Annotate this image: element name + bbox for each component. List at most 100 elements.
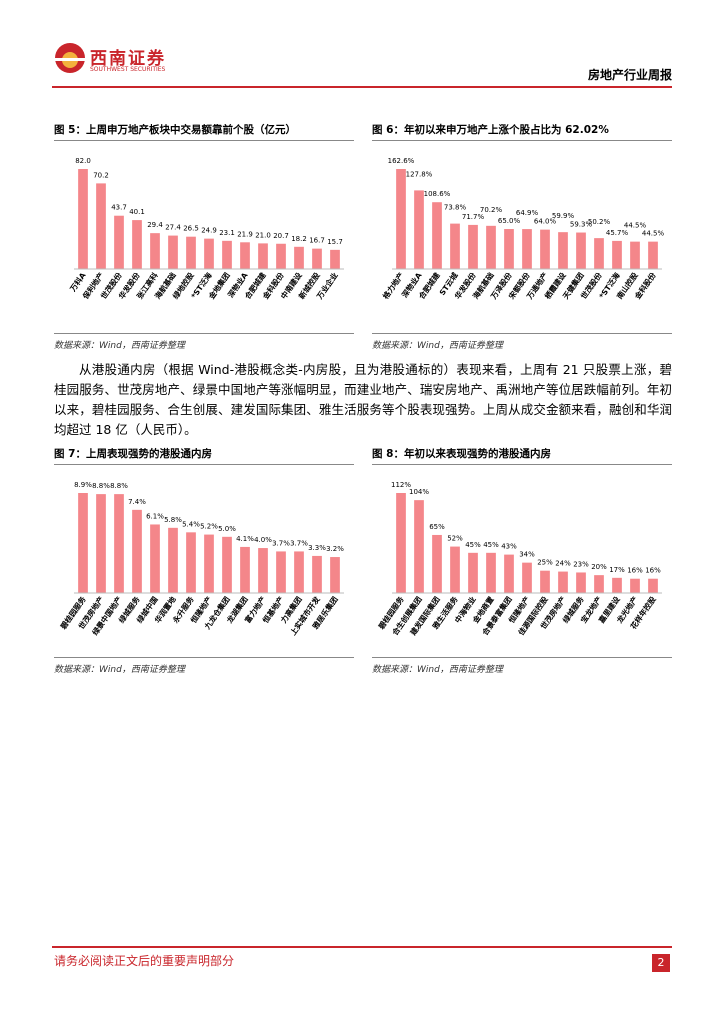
value-label: 44.5% bbox=[624, 222, 647, 230]
bar bbox=[78, 493, 88, 593]
bar bbox=[594, 575, 604, 593]
value-label: 4.1% bbox=[236, 535, 254, 543]
bar bbox=[222, 536, 232, 593]
value-label: 45% bbox=[483, 541, 499, 549]
value-label: 29.4 bbox=[147, 221, 163, 229]
bar bbox=[168, 527, 178, 593]
bar bbox=[258, 548, 268, 593]
bar bbox=[522, 229, 532, 269]
bar bbox=[558, 232, 568, 269]
bar bbox=[96, 494, 106, 593]
value-label: 50.2% bbox=[588, 218, 611, 226]
bar bbox=[576, 572, 586, 593]
figure-title: 图 8：年初以来表现强势的港股通内房 bbox=[372, 446, 672, 465]
value-label: 26.5 bbox=[183, 225, 199, 233]
chart: 82.0万科A70.2保利地产43.7世茂股份40.1华发股份29.4张江高科2… bbox=[67, 157, 344, 302]
bar bbox=[222, 240, 232, 269]
value-label: 45.7% bbox=[606, 229, 629, 237]
bar bbox=[648, 241, 658, 269]
bar bbox=[204, 534, 214, 593]
value-label: 52% bbox=[447, 535, 463, 543]
bar bbox=[630, 241, 640, 269]
value-label: 70.2 bbox=[93, 171, 109, 179]
chart: 8.9%碧桂园服务8.8%世茂房地产8.8%绿景中国地产7.4%绿城服务6.1%… bbox=[57, 481, 344, 637]
value-label: 44.5% bbox=[642, 230, 665, 238]
bar bbox=[396, 169, 406, 269]
value-label: 15.7 bbox=[327, 238, 343, 246]
bar bbox=[168, 235, 178, 269]
value-label: 6.1% bbox=[146, 512, 164, 520]
footer-notice: 请务必阅读正文后的重要声明部分 bbox=[54, 954, 235, 968]
value-label: 5.0% bbox=[218, 525, 236, 533]
bar bbox=[540, 570, 550, 593]
figure: 图 7：上周表现强势的港股通内房 8.9% 碧桂园服务 8.8% 世茂房地产 8.8% 绿景… bbox=[54, 446, 354, 675]
value-label: 5.2% bbox=[200, 523, 218, 531]
bar bbox=[468, 552, 478, 593]
bar bbox=[504, 229, 514, 269]
value-label: 104% bbox=[409, 488, 429, 496]
value-label: 3.7% bbox=[272, 539, 290, 547]
value-label: 5.4% bbox=[182, 520, 200, 528]
bar bbox=[504, 554, 514, 593]
value-label: 82.0 bbox=[75, 157, 91, 165]
bar bbox=[294, 551, 304, 593]
value-label: 25% bbox=[537, 559, 553, 567]
bar bbox=[330, 557, 340, 593]
value-label: 24.9 bbox=[201, 227, 217, 235]
bar bbox=[114, 494, 124, 593]
report-type: 房地产行业周报 bbox=[587, 68, 672, 82]
bar bbox=[150, 233, 160, 269]
figure-source: 数据来源：Wind，西南证券整理 bbox=[54, 333, 354, 351]
logo-icon bbox=[55, 43, 85, 73]
paragraph: 从港股通内房（根据 Wind-港股概念类-内房股，且为港股通标的）表现来看，上周… bbox=[54, 362, 672, 437]
value-label: 64.9% bbox=[516, 209, 539, 217]
figure-title: 图 5：上周申万地产板块中交易额靠前个股（亿元） bbox=[54, 122, 354, 141]
bar bbox=[96, 183, 106, 269]
figure-title: 图 6：年初以来申万地产上涨个股占比为 62.02% bbox=[372, 122, 672, 141]
bar bbox=[312, 248, 322, 269]
footer-rule bbox=[52, 946, 672, 948]
bar bbox=[414, 190, 424, 269]
value-label: 43% bbox=[501, 543, 517, 551]
bar bbox=[540, 229, 550, 269]
bar bbox=[630, 578, 640, 593]
value-label: 8.8% bbox=[110, 482, 128, 490]
bar bbox=[312, 555, 322, 593]
figure: 图 8：年初以来表现强势的港股通内房 112% 碧桂园服务 104% 合生创展集团 65%… bbox=[372, 446, 672, 675]
value-label: 16% bbox=[627, 567, 643, 575]
value-label: 45% bbox=[465, 541, 481, 549]
logo-cn: 西南证券 bbox=[90, 49, 166, 69]
value-label: 16% bbox=[645, 567, 661, 575]
bar bbox=[432, 202, 442, 269]
figure-source: 数据来源：Wind，西南证券整理 bbox=[372, 333, 672, 351]
value-label: 3.7% bbox=[290, 539, 308, 547]
figure-title: 图 7：上周表现强势的港股通内房 bbox=[54, 446, 354, 465]
figure: 图 5：上周申万地产板块中交易额靠前个股（亿元） 82.0 万科A 70.2 保利地产 4… bbox=[54, 122, 354, 351]
bar bbox=[612, 240, 622, 269]
value-label: 20.7 bbox=[273, 232, 289, 240]
bar bbox=[240, 242, 250, 269]
value-label: 3.2% bbox=[326, 545, 344, 553]
value-label: 24% bbox=[555, 560, 571, 568]
figure: 图 6：年初以来申万地产上涨个股占比为 62.02% 162.6% 格力地产 127.… bbox=[372, 122, 672, 351]
bar bbox=[186, 532, 196, 593]
bar bbox=[558, 571, 568, 593]
bar bbox=[612, 577, 622, 593]
bar bbox=[132, 509, 142, 593]
bar bbox=[132, 220, 142, 269]
value-label: 59.3% bbox=[570, 221, 593, 229]
value-label: 65.0% bbox=[498, 217, 521, 225]
bar bbox=[486, 552, 496, 593]
bar bbox=[648, 578, 658, 593]
value-label: 71.7% bbox=[462, 213, 485, 221]
value-label: 21.0 bbox=[255, 231, 271, 239]
bar bbox=[240, 546, 250, 593]
value-label: 8.8% bbox=[92, 482, 110, 490]
value-label: 40.1 bbox=[129, 208, 145, 216]
value-label: 112% bbox=[391, 481, 411, 489]
figure-source: 数据来源：Wind，西南证券整理 bbox=[54, 657, 354, 675]
bar bbox=[522, 562, 532, 593]
value-label: 27.4 bbox=[165, 224, 181, 232]
bar bbox=[432, 534, 442, 593]
